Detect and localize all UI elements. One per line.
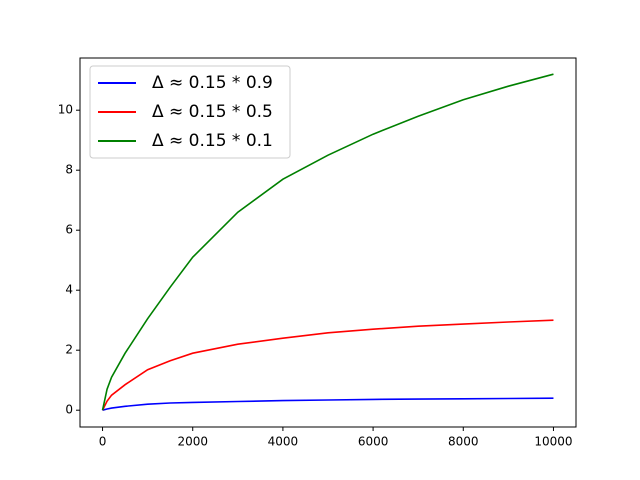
x-tick-label: 4000 bbox=[268, 435, 299, 449]
y-tick-label: 8 bbox=[65, 163, 73, 177]
x-tick-label: 8000 bbox=[448, 435, 479, 449]
series-line bbox=[102, 397, 554, 411]
x-tick-label: 6000 bbox=[358, 435, 389, 449]
y-tick-label: 10 bbox=[58, 103, 73, 117]
plot-frame bbox=[79, 57, 577, 428]
legend-label: Δ ≈ 0.15 * 0.5 bbox=[152, 102, 273, 122]
x-tick-label: 10000 bbox=[534, 435, 572, 449]
legend-label: Δ ≈ 0.15 * 0.1 bbox=[152, 131, 273, 151]
x-tick-label: 2000 bbox=[177, 435, 208, 449]
y-tick-label: 2 bbox=[65, 343, 73, 357]
legend-box bbox=[89, 65, 291, 159]
legend: Δ ≈ 0.15 * 0.9 Δ ≈ 0.15 * 0.5 Δ ≈ 0.15 * 0… bbox=[89, 65, 291, 159]
y-tick-label: 6 bbox=[65, 223, 73, 237]
x-tick-label: 0 bbox=[99, 435, 107, 449]
y-tick-label: 0 bbox=[65, 403, 73, 417]
series-line bbox=[101, 319, 554, 411]
y-tick-label: 4 bbox=[65, 283, 73, 297]
series-line bbox=[101, 73, 554, 411]
legend-label: Δ ≈ 0.15 * 0.9 bbox=[152, 73, 273, 93]
